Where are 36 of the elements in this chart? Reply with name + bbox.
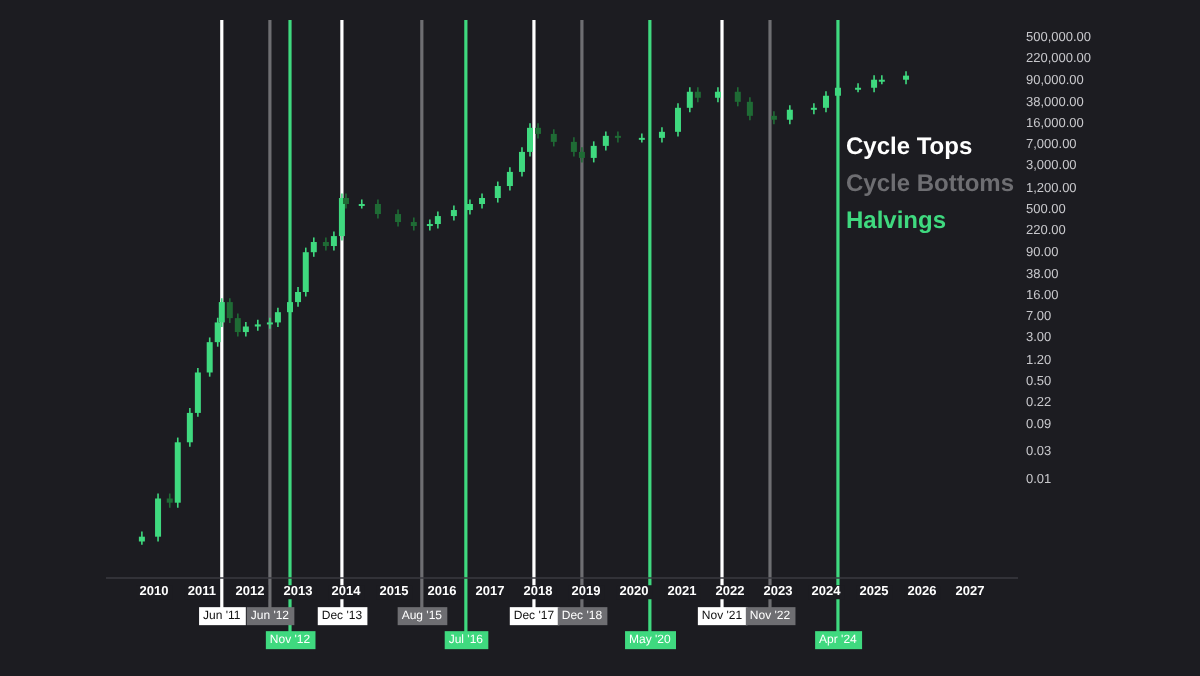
candlestick — [494, 180, 501, 204]
candlestick — [310, 236, 317, 258]
annotation: Halvings — [846, 206, 947, 234]
candlestick — [570, 136, 577, 158]
candlestick — [786, 104, 793, 126]
candlestick — [374, 198, 381, 220]
candlestick — [410, 216, 417, 232]
candlestick — [194, 367, 201, 418]
candlestick — [274, 306, 281, 328]
candlestick — [855, 82, 862, 94]
annotation: Cycle Tops — [846, 132, 973, 160]
candlestick — [614, 130, 621, 144]
candlestick — [822, 90, 829, 114]
candlestick — [426, 218, 433, 232]
candlestick — [506, 166, 513, 192]
candlestick — [358, 198, 365, 210]
candlestick — [527, 122, 533, 158]
candlestick — [330, 230, 337, 252]
annotation: Cycle Bottoms — [846, 169, 1015, 197]
candlestick — [602, 130, 609, 152]
candlestick — [734, 86, 741, 108]
candlestick — [226, 297, 233, 324]
candlestick — [686, 86, 693, 114]
candlestick — [322, 236, 329, 252]
candlestick — [518, 146, 525, 178]
candlestick — [746, 96, 753, 122]
candlestick — [674, 102, 681, 138]
candlestick — [155, 492, 162, 543]
candlestick — [810, 102, 817, 116]
candlestick — [234, 312, 241, 338]
candlestick — [878, 74, 885, 86]
candlestick — [186, 407, 193, 448]
candlestick — [266, 316, 273, 330]
candlestick — [590, 140, 597, 164]
candlestick — [302, 246, 309, 298]
candlestick — [206, 336, 213, 378]
